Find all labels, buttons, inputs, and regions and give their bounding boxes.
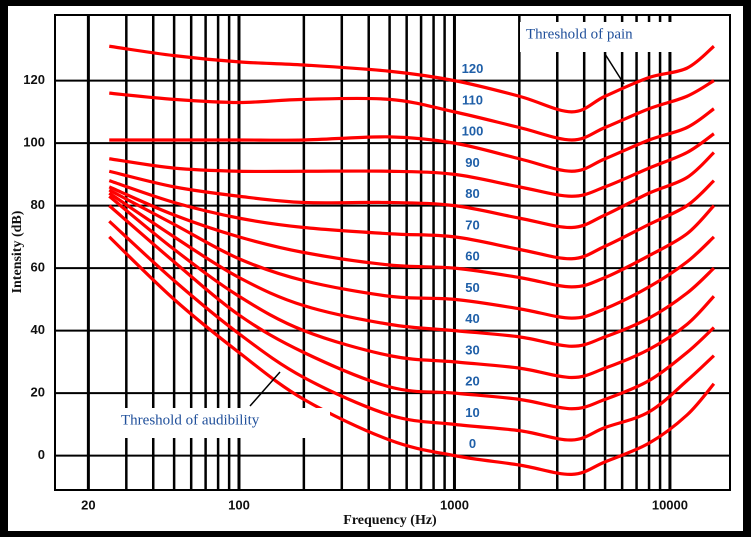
series-label: 120 xyxy=(462,61,484,76)
x-axis-label: Frequency (Hz) xyxy=(343,513,437,528)
y-tick-label: 100 xyxy=(23,135,45,150)
curve xyxy=(108,185,716,289)
series-label: 80 xyxy=(465,186,479,201)
y-tick-label: 0 xyxy=(38,447,45,462)
curve xyxy=(109,132,715,198)
series-label: 20 xyxy=(465,374,479,389)
y-tick-label: 60 xyxy=(31,260,45,275)
annotation-arrow xyxy=(604,53,625,85)
series-label: 110 xyxy=(462,92,483,107)
x-tick-label: 20 xyxy=(81,497,95,512)
y-axis-label: Intensity (dB) xyxy=(10,210,25,293)
x-tick-label: 100 xyxy=(228,497,250,512)
series-label: 0 xyxy=(469,436,476,451)
series-label: 30 xyxy=(465,342,479,357)
x-tick-label: 10000 xyxy=(652,497,688,512)
series-label: 90 xyxy=(465,155,479,170)
curve xyxy=(109,44,715,114)
y-tick-label: 20 xyxy=(31,385,45,400)
curve xyxy=(108,220,716,442)
curve xyxy=(108,151,716,230)
series-label: 60 xyxy=(465,249,479,264)
y-tick-label: 40 xyxy=(31,322,45,337)
curve xyxy=(108,191,716,348)
series-label: 70 xyxy=(465,217,479,232)
annotation-box xyxy=(520,22,692,52)
curve xyxy=(108,235,716,476)
curve xyxy=(109,79,715,142)
x-tick-label: 1000 xyxy=(440,497,469,512)
curve xyxy=(108,188,716,320)
annotation-arrow xyxy=(249,371,281,407)
curve xyxy=(108,204,716,411)
series-label: 10 xyxy=(465,405,479,420)
y-tick-label: 80 xyxy=(31,197,45,212)
series-label: 50 xyxy=(465,280,479,295)
curve xyxy=(109,107,715,173)
annotation: Threshold of pain xyxy=(526,26,633,42)
series-label: 100 xyxy=(462,124,484,139)
curve xyxy=(108,195,716,380)
curve xyxy=(108,179,716,261)
series-label: 40 xyxy=(465,311,479,326)
y-tick-label: 120 xyxy=(23,72,45,87)
annotation: Threshold of audibility xyxy=(121,412,260,428)
annotation-box xyxy=(115,408,330,438)
